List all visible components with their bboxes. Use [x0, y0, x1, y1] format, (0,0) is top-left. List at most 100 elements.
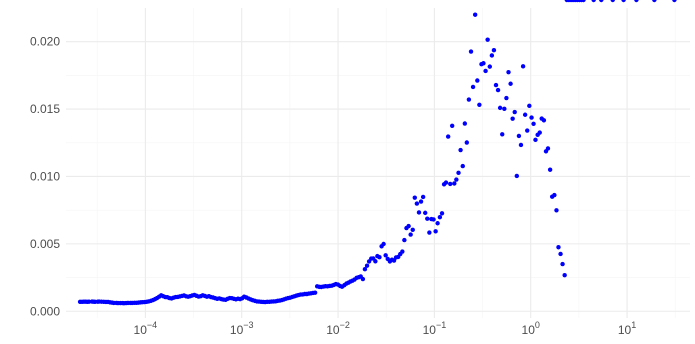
- data-point: [435, 221, 440, 226]
- data-point: [462, 121, 468, 126]
- data-point: [437, 214, 443, 220]
- data-point: [400, 249, 405, 254]
- x-axis-tick-labels: 10−4 10−3 10−2 10−1 100 101: [134, 320, 637, 337]
- x-tick-label: 10−1: [423, 320, 447, 337]
- data-point: [481, 61, 486, 66]
- data-point: [502, 106, 507, 112]
- y-tick-label: 0.015: [30, 102, 60, 116]
- data-point: [483, 68, 488, 74]
- data-point: [541, 118, 547, 123]
- major-gridlines: [66, 8, 690, 318]
- data-point: [383, 253, 388, 258]
- data-point: [448, 181, 453, 187]
- data-point: [545, 146, 551, 151]
- data-point: [560, 261, 565, 267]
- data-point: [518, 142, 524, 148]
- data-point: [433, 229, 438, 234]
- data-point: [485, 37, 490, 42]
- data-point: [402, 237, 407, 243]
- data-point: [452, 181, 457, 186]
- data-point: [406, 223, 411, 229]
- x-tick-label: 10−3: [230, 320, 254, 337]
- data-point: [552, 192, 557, 198]
- data-point: [531, 121, 536, 126]
- data-point: [456, 170, 461, 176]
- data-point: [506, 69, 511, 75]
- data-point: [460, 163, 465, 169]
- data-point: [504, 95, 509, 101]
- data-point: [591, 0, 596, 3]
- data-point: [312, 290, 318, 295]
- y-tick-label: 0.005: [30, 237, 60, 251]
- data-point: [412, 195, 417, 200]
- data-point: [86, 299, 92, 304]
- y-tick-label: 0.020: [30, 35, 60, 49]
- data-point: [425, 216, 430, 221]
- y-axis-tick-labels: 0.000 0.005 0.010 0.015 0.020: [30, 35, 60, 319]
- data-point: [468, 49, 474, 54]
- data-point: [475, 78, 480, 83]
- data-point: [621, 0, 626, 3]
- data-point: [581, 0, 586, 3]
- data-point: [445, 134, 451, 139]
- data-point: [491, 47, 497, 53]
- data-point: [558, 251, 563, 257]
- data-point: [439, 211, 445, 216]
- data-point: [391, 258, 397, 263]
- data-point: [360, 276, 366, 282]
- y-tick-label: 0.000: [30, 304, 60, 318]
- data-point: [510, 116, 515, 121]
- data-point: [500, 132, 505, 137]
- data-point: [599, 0, 604, 3]
- data-point: [420, 194, 426, 200]
- data-point: [458, 147, 463, 153]
- data-point: [449, 123, 455, 128]
- y-tick-label: 0.010: [30, 169, 60, 183]
- x-tick-label: 100: [522, 320, 540, 337]
- data-point: [556, 245, 561, 250]
- data-points: [77, 0, 677, 306]
- x-tick-label: 101: [618, 320, 636, 337]
- data-point: [418, 199, 424, 204]
- data-point: [423, 210, 428, 216]
- data-point: [512, 109, 517, 115]
- data-point: [493, 82, 499, 88]
- data-point: [520, 64, 526, 69]
- data-point: [472, 12, 478, 17]
- data-point: [514, 173, 520, 179]
- x-tick-label: 10−2: [326, 320, 350, 337]
- data-point: [529, 115, 534, 120]
- data-point: [414, 201, 420, 206]
- data-point: [362, 267, 368, 272]
- data-point: [537, 130, 542, 135]
- data-point: [634, 0, 639, 3]
- data-point: [522, 112, 528, 117]
- data-point: [527, 103, 532, 109]
- data-point: [443, 180, 449, 185]
- data-point: [381, 241, 386, 247]
- data-point: [487, 64, 492, 69]
- data-point: [464, 140, 470, 145]
- data-point: [489, 53, 495, 58]
- data-point: [610, 0, 615, 3]
- data-point: [652, 0, 657, 3]
- data-point: [508, 81, 513, 86]
- data-point: [497, 105, 503, 111]
- data-point: [477, 102, 482, 107]
- data-point: [466, 97, 472, 102]
- x-tick-label: 10−4: [134, 320, 158, 337]
- data-point: [554, 208, 559, 213]
- data-point: [408, 232, 413, 237]
- data-point: [533, 137, 538, 143]
- data-point: [373, 259, 378, 264]
- data-point: [525, 128, 530, 133]
- data-point: [410, 227, 415, 233]
- data-point: [454, 177, 459, 182]
- data-point: [562, 272, 567, 278]
- data-point: [516, 133, 522, 139]
- data-point: [364, 263, 370, 268]
- data-point: [495, 87, 501, 93]
- data-point: [377, 255, 382, 260]
- minor-gridlines: [66, 8, 690, 318]
